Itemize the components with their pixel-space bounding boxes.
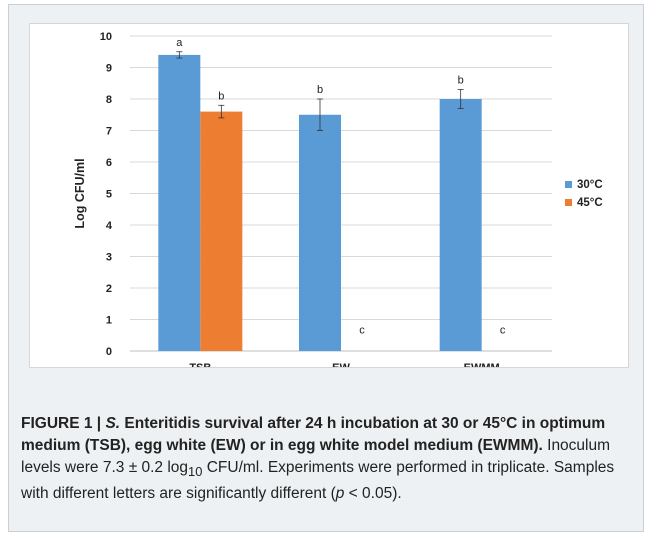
significance-letter: c <box>500 325 506 337</box>
bar-ew-0 <box>299 114 341 351</box>
chart-panel: 0 1 2 3 4 5 6 7 8 9 10 Log CFU/ml a b TSB b c EW b c EWMM 30°… <box>29 23 629 368</box>
bar-ewmm-0 <box>439 99 482 351</box>
x-tick-label: EW <box>332 362 350 367</box>
bar-tsb-1 <box>200 111 243 351</box>
significance-letter: a <box>176 37 183 49</box>
y-axis-title: Log CFU/ml <box>73 158 87 228</box>
y-tick-label: 7 <box>106 126 112 138</box>
y-tick-label: 4 <box>106 220 113 232</box>
bar-chart: 0 1 2 3 4 5 6 7 8 9 10 Log CFU/ml a b TSB b c EW b c EWMM 30°… <box>73 31 603 367</box>
y-tick-label: 3 <box>106 252 112 264</box>
legend-swatch-0 <box>565 181 572 188</box>
caption-subscript: 10 <box>188 464 203 480</box>
caption-species: S. <box>105 415 121 432</box>
legend-label: 45°C <box>577 197 603 209</box>
y-tick-label: 2 <box>106 283 112 295</box>
x-tick-label: TSB <box>189 362 211 367</box>
legend-swatch-1 <box>565 199 572 206</box>
caption-title: Enteritidis survival after 24 h incubati… <box>21 415 606 454</box>
caption-figure-label: FIGURE 1 | <box>21 415 106 432</box>
significance-letter: b <box>458 75 464 87</box>
caption-p-value-symbol: p <box>335 485 345 503</box>
y-tick-label: 5 <box>106 189 112 201</box>
caption-body-end: < 0.05). <box>344 485 402 503</box>
caption-body-2: CFU/ml. Experiments were performed in tr… <box>21 459 615 503</box>
y-tick-label: 6 <box>106 157 112 169</box>
x-tick-label: EWMM <box>464 362 500 367</box>
bar-tsb-0 <box>158 54 201 352</box>
figure-container: 0 1 2 3 4 5 6 7 8 9 10 Log CFU/ml a b TSB b c EW b c EWMM 30°… <box>8 4 644 532</box>
y-tick-label: 9 <box>106 63 112 75</box>
figure-caption: FIGURE 1 | S. Enteritidis survival after… <box>21 413 633 505</box>
y-tick-label: 8 <box>106 94 112 106</box>
significance-letter: b <box>218 90 224 102</box>
significance-letter: c <box>359 325 365 337</box>
y-tick-label: 0 <box>106 346 112 358</box>
caption-body-1: Inoculum levels were 7.3 ± 0.2 log <box>21 437 611 476</box>
legend-label: 30°C <box>577 179 603 191</box>
y-tick-label: 1 <box>106 315 112 327</box>
y-tick-label: 10 <box>100 31 112 43</box>
significance-letter: b <box>317 84 323 96</box>
